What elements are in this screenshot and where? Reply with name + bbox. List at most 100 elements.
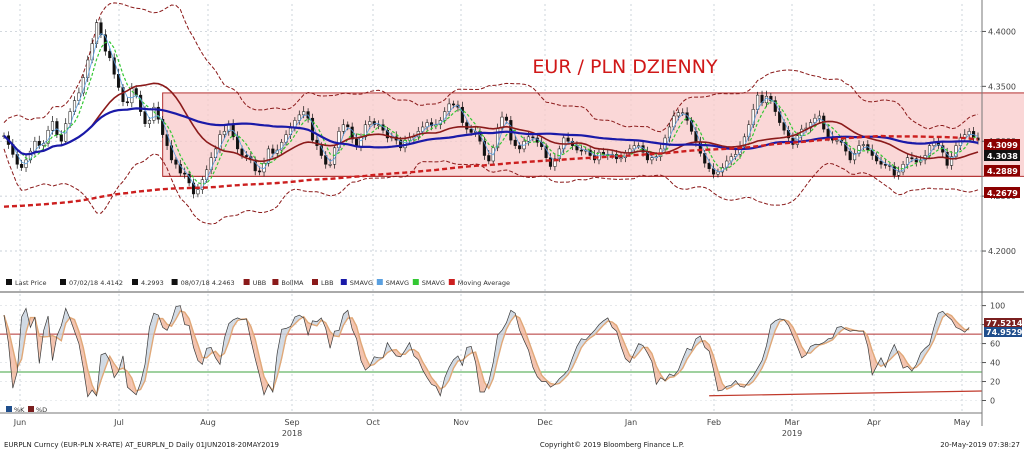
legend-swatch	[6, 279, 12, 285]
candle-body	[271, 148, 275, 154]
stochastic-fill	[189, 318, 194, 348]
stochastic-fill	[418, 352, 423, 371]
candle-body	[359, 136, 363, 147]
price-tick-label: 4.4000	[988, 27, 1016, 36]
month-label: Nov	[453, 418, 469, 427]
candle	[341, 119, 345, 136]
candle	[363, 120, 367, 141]
candle	[460, 101, 464, 126]
price-tag	[984, 187, 1020, 198]
legend-swatch	[60, 279, 66, 285]
stochastic-fill	[21, 308, 27, 360]
sma-50-line	[3, 107, 979, 156]
sma-200-line	[3, 134, 979, 208]
price-tick-label: 4.2000	[988, 247, 1016, 256]
candle-body	[399, 139, 403, 149]
stochastic-fill	[259, 358, 265, 395]
legend-swatch	[412, 279, 419, 285]
stochastic-oscillator	[0, 305, 983, 398]
stochastic-fill	[193, 332, 198, 361]
stochastic-fill	[74, 319, 79, 344]
stochastic-fill	[56, 325, 62, 341]
stochastic-fill	[519, 317, 525, 341]
candle	[897, 166, 901, 180]
candle	[178, 159, 182, 177]
candle-body	[518, 145, 522, 150]
candle-body	[451, 103, 456, 106]
labels: EUR / PLN DZIENNY 4.3099 4.3038 4.2889 4.267…	[4, 56, 1023, 449]
osc-value-tag	[984, 327, 1022, 337]
candle-body	[429, 122, 434, 127]
candle-body	[372, 121, 376, 126]
candle	[244, 151, 248, 161]
candle-body	[178, 164, 182, 174]
stochastic-fill	[140, 364, 146, 390]
candle-body	[240, 148, 244, 156]
candle-body	[363, 124, 367, 138]
price-tag-label: 4.3038	[987, 152, 1018, 161]
month-label: Sep	[284, 418, 299, 427]
stochastic-fill	[770, 320, 776, 344]
legend-swatch	[448, 279, 455, 285]
candle-body	[716, 171, 720, 175]
candle-body	[350, 126, 354, 140]
stochastic-fill	[171, 306, 176, 327]
osc-value-tag	[984, 318, 1022, 328]
stochastic-fill	[933, 313, 939, 341]
candle-body	[914, 158, 918, 163]
candle-body	[258, 170, 262, 173]
price-tag-label: 4.2679	[987, 189, 1018, 198]
candle-body	[37, 140, 41, 146]
candle-body	[579, 149, 583, 152]
stochastic-fill	[215, 351, 220, 365]
candle-body	[950, 156, 954, 166]
month-label: Aug	[200, 418, 216, 427]
candle	[689, 117, 694, 135]
candle-body	[707, 162, 711, 169]
candle-body	[544, 146, 548, 158]
stochastic-fill	[951, 315, 956, 328]
candle-body	[883, 164, 887, 166]
candle	[147, 117, 151, 129]
candle-body	[302, 111, 306, 116]
stochastic-fill	[576, 338, 582, 359]
stochastic-fill	[647, 347, 652, 362]
stochastic-fill	[559, 374, 564, 384]
month-label: Jul	[113, 418, 124, 427]
candle	[544, 143, 548, 163]
candle-body	[879, 160, 883, 165]
month-label: Dec	[537, 418, 552, 427]
stochastic-fill	[594, 324, 599, 336]
stochastic-fill	[493, 335, 498, 379]
candle	[222, 125, 226, 138]
candle-body	[20, 164, 24, 168]
candle-body	[191, 182, 196, 195]
osc-legend-swatch	[28, 406, 34, 412]
candle-body	[487, 155, 491, 162]
candle-body	[266, 148, 270, 164]
stochastic-fill	[568, 357, 573, 375]
stochastic-fill	[338, 314, 344, 337]
candle-body	[346, 124, 350, 128]
month-label: Jan	[624, 418, 637, 427]
stochastic-fill	[704, 340, 710, 352]
stochastic-fill	[867, 336, 873, 375]
stochastic-fill	[83, 347, 88, 397]
candle-body	[513, 139, 517, 146]
stochastic-fill	[528, 340, 533, 368]
stochastic-fill	[145, 327, 150, 381]
candle	[125, 97, 129, 107]
stochastic-fill	[435, 382, 441, 396]
legend-label: BollMA	[281, 279, 304, 287]
osc-value-tag-label: 77.5214	[986, 319, 1023, 328]
stochastic-fill	[872, 350, 877, 375]
candle-body	[566, 137, 570, 142]
osc-tick-label: 100	[990, 302, 1005, 311]
candle	[112, 53, 116, 79]
legend-swatch	[312, 279, 318, 285]
legend-label: UBB	[253, 279, 267, 287]
legend-swatch	[272, 279, 279, 285]
stochastic-fill	[810, 344, 815, 354]
candle	[372, 118, 376, 129]
stochastic-fill	[405, 342, 410, 355]
